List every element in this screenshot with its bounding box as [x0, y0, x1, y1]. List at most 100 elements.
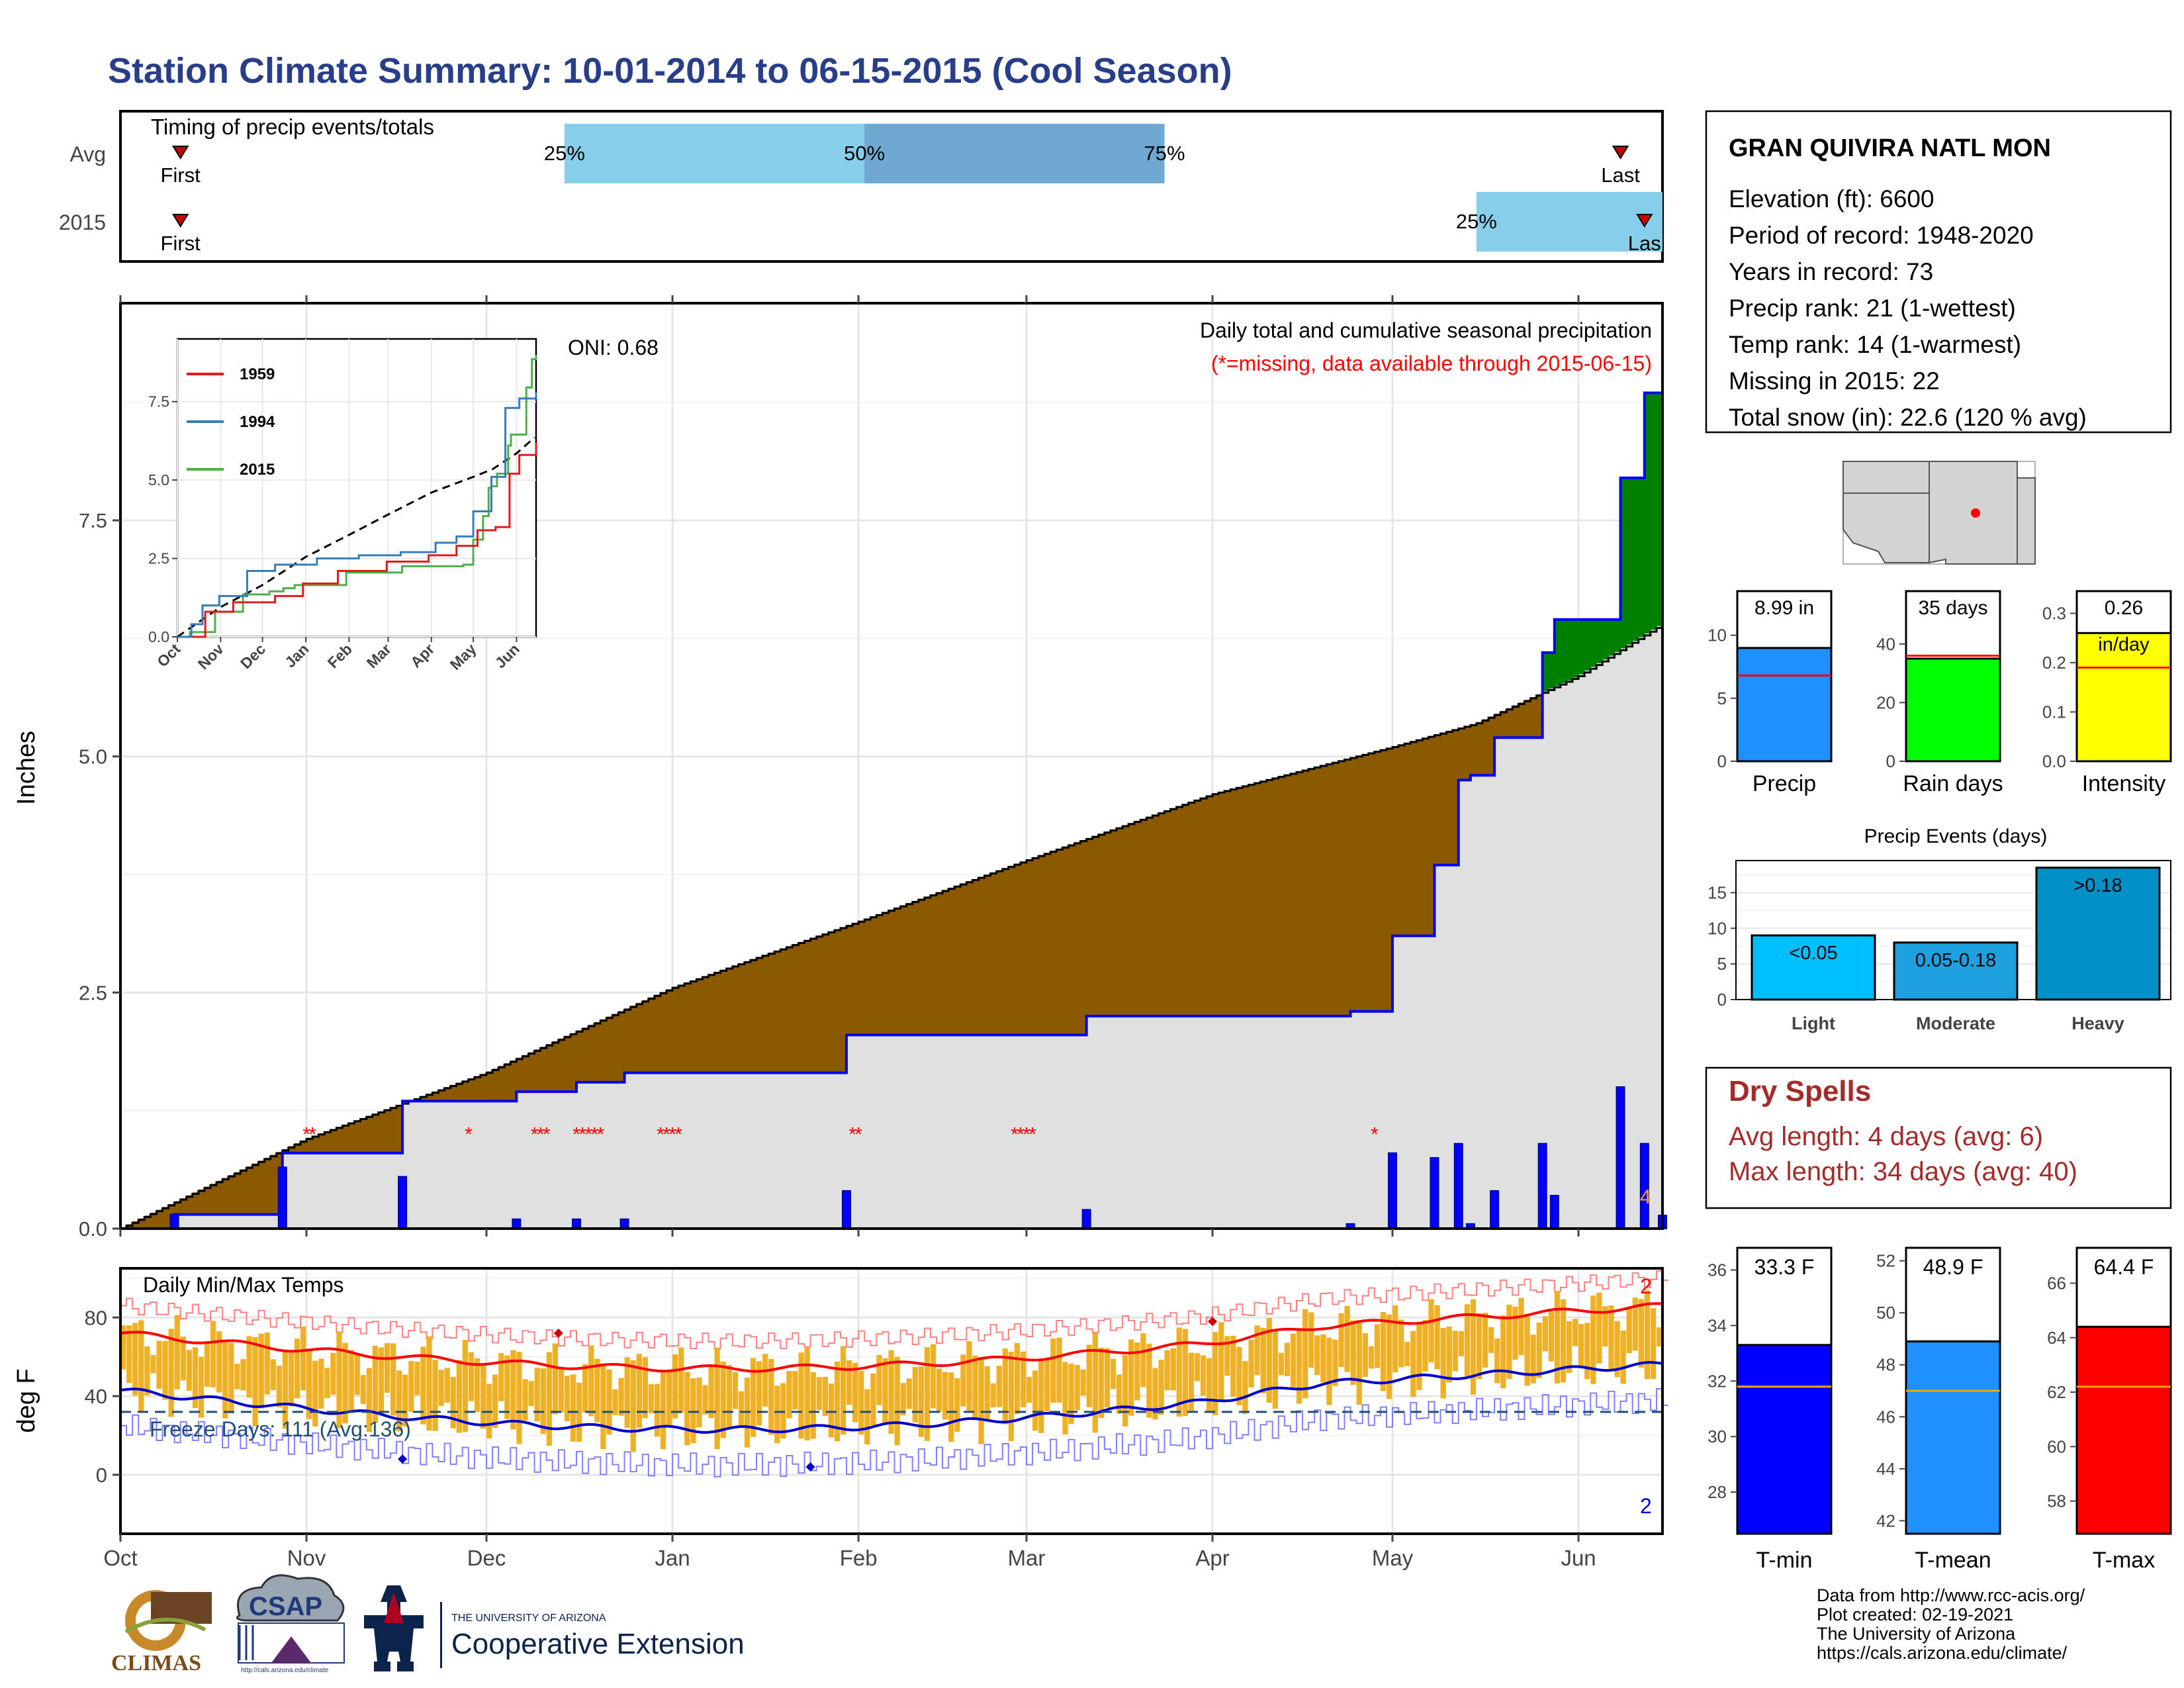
daily-temp-range-bar	[1374, 1324, 1381, 1368]
below-avg-fill	[672, 986, 679, 1073]
cumulative-2015-line	[120, 379, 1664, 1230]
tempbar-ytick-label: 52	[1876, 1251, 1895, 1271]
below-avg-fill	[1524, 700, 1531, 738]
daily-temp-range-bar	[1494, 1338, 1500, 1383]
daily-temp-range-bar	[1524, 1313, 1530, 1386]
daily-temp-range-bar	[126, 1325, 132, 1383]
below-avg-fill	[1104, 831, 1111, 1017]
daily-temp-range-bar	[492, 1374, 498, 1429]
minibar-ytick-label: 10	[1707, 626, 1727, 645]
daily-temp-range-bar	[1242, 1361, 1248, 1414]
daily-temp-range-bar	[1320, 1334, 1326, 1383]
daily-temp-range-bar	[696, 1377, 702, 1427]
below-avg-fill	[918, 898, 925, 1035]
daily-temp-range-bar	[312, 1360, 318, 1427]
daily-temp-range-bar	[1260, 1327, 1266, 1393]
daily-temp-range-bar	[594, 1358, 600, 1423]
dry-spells-title: Dry Spells	[1729, 1075, 1871, 1107]
below-avg-fill	[894, 907, 901, 1035]
below-avg-fill	[702, 976, 709, 1073]
below-avg-fill	[840, 927, 847, 1073]
timing-bar-inner	[864, 124, 1165, 183]
minibar-value-bar	[1736, 647, 1833, 763]
below-avg-fill	[648, 997, 655, 1073]
daily-precip-bar	[277, 1166, 287, 1229]
below-avg-fill	[1044, 853, 1051, 1035]
daily-temp-range-bar	[1128, 1339, 1134, 1416]
daily-temp-range-bar	[1566, 1321, 1572, 1373]
daily-temp-range-bar	[1194, 1353, 1201, 1382]
below-avg-fill	[1014, 863, 1021, 1035]
daily-temp-range-bar	[918, 1366, 925, 1437]
precip-corner-value: 4	[1640, 1186, 1651, 1208]
daily-temp-range-bar	[774, 1385, 780, 1444]
daily-temp-range-bar	[792, 1371, 798, 1410]
below-avg-fill	[354, 1120, 361, 1153]
daily-temp-range-bar	[1104, 1348, 1111, 1408]
below-avg-fill	[528, 1052, 535, 1092]
daily-temp-range-bar	[726, 1365, 732, 1429]
missing-day-marker: *	[537, 1123, 545, 1145]
daily-precip-bar	[1537, 1143, 1547, 1230]
below-avg-fill	[1002, 868, 1009, 1035]
daily-temp-range-bar	[1440, 1328, 1446, 1399]
below-avg-fill	[210, 1184, 217, 1215]
below-avg-fill	[714, 972, 721, 1073]
below-avg-fill	[1344, 759, 1351, 1017]
daily-temp-range-bar	[978, 1356, 984, 1444]
daily-temp-range-bar	[990, 1383, 996, 1408]
below-avg-fill	[942, 890, 949, 1035]
daily-temp-range-bar	[456, 1360, 462, 1433]
record-min-line	[120, 1387, 1669, 1477]
below-avg-fill	[384, 1109, 391, 1153]
daily-temp-range-bar	[354, 1354, 360, 1395]
below-avg-fill	[678, 984, 685, 1073]
daily-temp-range-bar	[1218, 1322, 1224, 1401]
daily-temp-range-bar	[474, 1358, 480, 1413]
daily-temp-range-bar	[306, 1348, 312, 1419]
inset-line-1959	[177, 442, 537, 638]
daily-temp-range-bar	[834, 1361, 841, 1442]
footer-line-created: Plot created: 02-19-2021	[1817, 1605, 2014, 1624]
daily-temp-range-bar	[192, 1347, 199, 1409]
daily-temp-range-bar	[858, 1370, 864, 1435]
below-avg-fill	[1200, 797, 1207, 1017]
below-avg-fill	[204, 1186, 211, 1215]
tempbar-ytick-label: 30	[1707, 1427, 1727, 1446]
daily-temp-range-bar	[1506, 1304, 1512, 1379]
below-avg-fill	[480, 1074, 487, 1102]
below-avg-fill	[1176, 806, 1183, 1017]
daily-temp-range-bar	[972, 1355, 978, 1420]
below-avg-fill	[258, 1160, 265, 1215]
daily-temp-range-bar	[1368, 1346, 1375, 1369]
below-avg-fill	[336, 1127, 343, 1153]
below-avg-fill	[516, 1057, 523, 1092]
below-avg-fill	[420, 1096, 427, 1102]
daily-temp-range-bar	[132, 1323, 138, 1396]
daily-temp-range-bar	[432, 1360, 438, 1431]
daily-temp-range-bar	[288, 1352, 295, 1407]
timing-pct-label: 75%	[1144, 142, 1185, 165]
missing-day-marker: *	[854, 1123, 862, 1145]
daily-temp-range-bar	[576, 1382, 582, 1442]
tempbar-ytick-label: 36	[1707, 1260, 1727, 1280]
daily-temp-range-bar	[1356, 1320, 1362, 1405]
daily-temp-range-bar	[204, 1344, 210, 1387]
below-avg-fill	[618, 1011, 625, 1082]
daily-temp-range-bar	[264, 1332, 270, 1395]
daily-temp-range-bar	[1200, 1355, 1206, 1396]
daily-temp-range-bar	[930, 1344, 936, 1409]
daily-temp-range-bar	[1344, 1305, 1350, 1372]
below-avg-fill	[1248, 784, 1255, 1017]
daily-temp-range-bar	[702, 1385, 708, 1415]
footer-line-data: Data from http://www.rcc-acis.org/	[1817, 1585, 2085, 1605]
daily-temp-range-bar	[516, 1352, 522, 1444]
daily-temp-range-bar	[318, 1358, 324, 1409]
below-avg-fill	[1494, 714, 1501, 738]
temp-title: Daily Min/Max Temps	[143, 1273, 343, 1297]
below-avg-fill	[612, 1013, 619, 1082]
daily-temp-range-bar	[180, 1336, 186, 1381]
missing-day-marker: *	[584, 1123, 592, 1145]
daily-temp-range-bar	[1212, 1332, 1218, 1415]
below-avg-fill	[222, 1178, 229, 1215]
